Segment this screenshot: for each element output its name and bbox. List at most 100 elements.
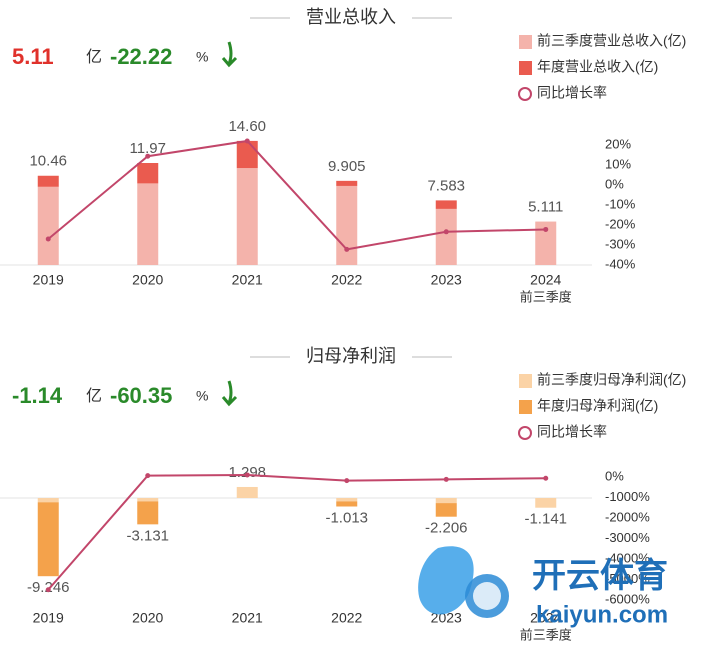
bar bbox=[336, 180, 358, 186]
y2-tick-label: 10% bbox=[605, 156, 631, 171]
bar bbox=[435, 498, 457, 504]
down-arrow bbox=[221, 380, 238, 407]
bar bbox=[336, 498, 358, 502]
headline-value: 5.11 bbox=[12, 44, 54, 69]
value-label: 11.97 bbox=[130, 140, 166, 157]
bar bbox=[37, 175, 59, 187]
x-tick-label: 2024 bbox=[530, 272, 561, 288]
value-label: -2.206 bbox=[425, 520, 468, 537]
x-tick-label: 2022 bbox=[331, 272, 362, 288]
y2-tick-label: -3000% bbox=[605, 530, 650, 545]
bar bbox=[37, 498, 59, 503]
growth-point bbox=[344, 478, 350, 484]
headline-value: -1.14 bbox=[12, 383, 63, 408]
headline-change: -60.35 bbox=[110, 383, 172, 408]
y2-tick-label: 0% bbox=[605, 176, 624, 191]
y2-tick-label: -20% bbox=[605, 216, 636, 231]
category-note: 前三季度 bbox=[520, 289, 572, 304]
growth-point bbox=[45, 587, 51, 593]
y2-tick-label: -2000% bbox=[605, 509, 650, 524]
down-arrow bbox=[221, 41, 238, 68]
bar bbox=[236, 486, 258, 498]
legend-marker bbox=[518, 426, 532, 440]
legend-marker bbox=[519, 35, 532, 49]
x-tick-label: 2019 bbox=[33, 610, 64, 626]
headline-unit: 亿 bbox=[86, 48, 102, 66]
bar bbox=[535, 221, 557, 265]
growth-point bbox=[543, 475, 549, 481]
y2-tick-label: -40% bbox=[605, 256, 636, 271]
y2-tick-label: -1000% bbox=[605, 489, 650, 504]
value-label: 1.298 bbox=[228, 464, 266, 481]
growth-point bbox=[344, 246, 350, 252]
watermark-brand: 开云体育 bbox=[532, 557, 668, 595]
logo-ball-inner bbox=[473, 582, 501, 610]
legend-label: 同比增长率 bbox=[537, 85, 607, 101]
x-tick-label: 2019 bbox=[33, 272, 64, 288]
bar bbox=[37, 186, 59, 265]
watermark: 开云体育 kaiyun.com bbox=[418, 546, 668, 628]
bar bbox=[37, 502, 59, 577]
legend-marker bbox=[519, 400, 532, 414]
bar bbox=[336, 185, 358, 265]
bar bbox=[236, 140, 258, 169]
bar bbox=[435, 503, 457, 517]
x-tick-label: 2020 bbox=[132, 610, 163, 626]
growth-point bbox=[443, 476, 449, 482]
y2-tick-label: -10% bbox=[605, 196, 636, 211]
value-label: 10.46 bbox=[29, 153, 67, 170]
bar bbox=[137, 498, 159, 502]
headline-change: -22.22 bbox=[110, 44, 172, 69]
bar bbox=[336, 501, 358, 507]
bar bbox=[137, 183, 159, 265]
y2-tick-label: -5000% bbox=[605, 571, 650, 586]
bar bbox=[137, 501, 159, 525]
x-tick-label: 2022 bbox=[331, 610, 362, 626]
growth-point bbox=[145, 473, 151, 479]
legend-label: 同比增长率 bbox=[537, 424, 607, 440]
value-label: -1.141 bbox=[524, 511, 567, 528]
headline-unit: 亿 bbox=[86, 387, 102, 405]
watermark-site: kaiyun.com bbox=[536, 601, 668, 628]
headline-change-unit: % bbox=[196, 388, 208, 404]
category-note: 前三季度 bbox=[520, 627, 572, 642]
chart-title: 营业总收入 bbox=[306, 7, 396, 27]
x-tick-label: 2023 bbox=[431, 272, 462, 288]
bar bbox=[137, 163, 159, 184]
growth-point bbox=[443, 229, 449, 235]
y2-tick-label: -4000% bbox=[605, 550, 650, 565]
chart-title: 归母净利润 bbox=[306, 346, 396, 366]
value-label: 14.60 bbox=[228, 118, 266, 135]
growth-point bbox=[145, 153, 151, 159]
y2-tick-label: -6000% bbox=[605, 591, 650, 606]
bar bbox=[435, 208, 457, 265]
y2-tick-label: -30% bbox=[605, 236, 636, 251]
x-tick-label: 2021 bbox=[232, 272, 263, 288]
bar bbox=[535, 498, 557, 508]
growth-point bbox=[244, 472, 250, 478]
legend-marker bbox=[518, 87, 532, 101]
legend-label: 前三季度营业总收入(亿) bbox=[537, 33, 686, 49]
growth-point bbox=[244, 138, 250, 144]
legend-marker bbox=[519, 374, 532, 388]
value-label: 7.583 bbox=[427, 177, 465, 194]
x-tick-label: 2024 bbox=[530, 610, 561, 626]
y2-tick-label: 0% bbox=[605, 468, 624, 483]
legend-label: 年度归母净利润(亿) bbox=[537, 398, 658, 414]
y2-tick-label: 20% bbox=[605, 136, 631, 151]
growth-point bbox=[543, 226, 549, 232]
growth-line bbox=[47, 473, 546, 591]
growth-point bbox=[45, 236, 51, 242]
value-label: 5.111 bbox=[528, 199, 563, 216]
growth-line bbox=[47, 139, 546, 251]
logo-shape bbox=[418, 546, 474, 615]
bar bbox=[236, 168, 258, 265]
value-label: -1.013 bbox=[325, 509, 368, 526]
bar bbox=[435, 200, 457, 209]
headline-change-unit: % bbox=[196, 49, 208, 65]
value-label: 9.905 bbox=[328, 158, 366, 175]
value-label: -3.131 bbox=[126, 527, 169, 544]
x-tick-label: 2020 bbox=[132, 272, 163, 288]
legend-marker bbox=[519, 61, 532, 75]
